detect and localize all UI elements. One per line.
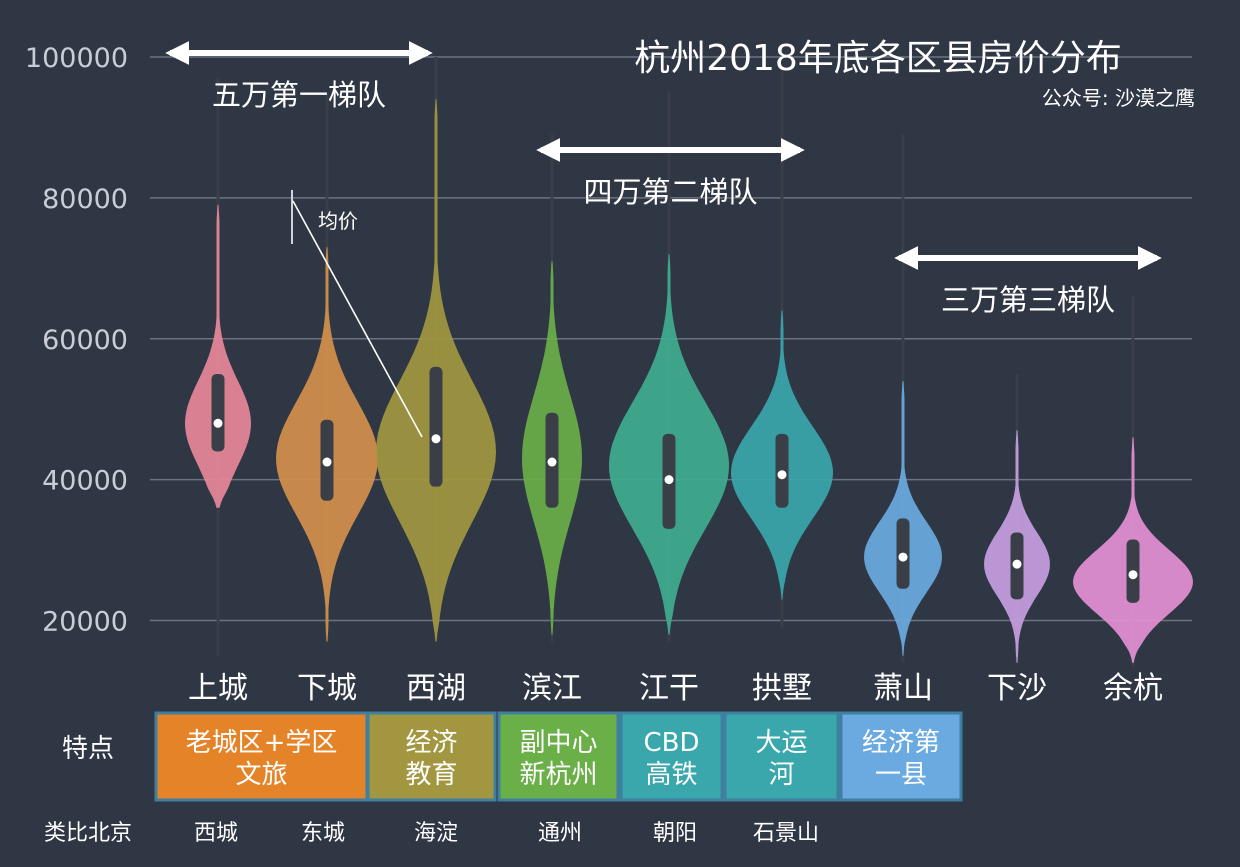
feature-text: CBD bbox=[643, 728, 699, 758]
y-tick-label: 40000 bbox=[42, 466, 128, 497]
feature-text: 经济 bbox=[405, 728, 457, 758]
feature-text: 经济第 bbox=[862, 728, 940, 758]
feature-text: 河 bbox=[768, 760, 794, 790]
y-axis-ticks: 20000 40000 60000 80000 100000 bbox=[25, 43, 128, 638]
violin-median-point bbox=[664, 475, 674, 485]
violin-median-point bbox=[213, 418, 223, 428]
feature-box: 大运河 bbox=[723, 711, 840, 802]
beijing-analog: 石景山 bbox=[753, 821, 819, 846]
tier-label: 五万第一梯队 bbox=[212, 78, 386, 112]
category-label-余杭: 余杭 bbox=[1103, 671, 1163, 706]
features-row-label: 特点 bbox=[62, 734, 114, 764]
tier-label: 三万第三梯队 bbox=[941, 283, 1115, 317]
violin-滨江 bbox=[522, 134, 582, 642]
beijing-analogy-row: 类比北京 西城 东城 海淀 通州 朝阳 石景山 bbox=[44, 821, 819, 846]
violin-median-point bbox=[547, 457, 557, 467]
beijing-analog: 通州 bbox=[538, 821, 582, 846]
category-label-拱墅: 拱墅 bbox=[752, 671, 812, 706]
y-tick-label: 100000 bbox=[25, 43, 128, 74]
category-label-下沙: 下沙 bbox=[987, 671, 1047, 706]
violin-median-point bbox=[898, 552, 908, 562]
violin-median-point bbox=[431, 434, 441, 444]
violin-西湖 bbox=[376, 57, 496, 642]
beijing-analog: 朝阳 bbox=[653, 821, 697, 846]
violin-下沙 bbox=[984, 373, 1050, 663]
violin-median-point bbox=[1128, 570, 1138, 580]
violin-拱墅 bbox=[731, 71, 833, 628]
y-tick-label: 20000 bbox=[42, 607, 128, 638]
feature-text: 教育 bbox=[405, 760, 457, 790]
violin-iqr-box bbox=[211, 373, 225, 452]
annotation-text: 均价 bbox=[318, 209, 358, 233]
tier-label: 四万第二梯队 bbox=[583, 175, 757, 209]
violin-body bbox=[185, 204, 251, 508]
violin-余杭 bbox=[1073, 296, 1193, 667]
feature-text: 新杭州 bbox=[519, 760, 597, 790]
y-tick-label: 80000 bbox=[42, 184, 128, 215]
violin-下城 bbox=[276, 92, 378, 642]
beijing-analog: 海淀 bbox=[414, 821, 458, 846]
category-label-上城: 上城 bbox=[188, 671, 248, 706]
feature-text: 文旅 bbox=[235, 760, 287, 790]
feature-box-bg bbox=[839, 711, 963, 802]
category-label-滨江: 滨江 bbox=[522, 671, 582, 706]
feature-box-bg bbox=[723, 711, 840, 802]
feature-text: 一县 bbox=[875, 760, 927, 790]
category-label-江干: 江干 bbox=[639, 671, 699, 706]
category-label-下城: 下城 bbox=[297, 671, 357, 706]
violins bbox=[185, 57, 1193, 667]
violin-萧山 bbox=[864, 134, 942, 663]
beijing-analog: 东城 bbox=[301, 821, 345, 846]
mean-annotation: 均价 bbox=[291, 190, 423, 438]
violin-median-point bbox=[777, 470, 787, 480]
violin-上城 bbox=[185, 78, 251, 656]
category-labels: 上城 下城 西湖 滨江 江干 拱墅 萧山 下沙 余杭 bbox=[188, 671, 1163, 706]
violin-median-point bbox=[1012, 559, 1022, 569]
beijing-row-label: 类比北京 bbox=[44, 821, 132, 846]
feature-text: 副中心 bbox=[519, 728, 597, 758]
chart-subtitle: 公众号: 沙漠之鹰 bbox=[1042, 86, 1195, 110]
feature-text: 高铁 bbox=[645, 760, 697, 790]
violin-body bbox=[864, 381, 942, 656]
feature-text: 老城区+学区 bbox=[186, 728, 338, 758]
feature-text: 大运 bbox=[755, 728, 807, 758]
category-label-西湖: 西湖 bbox=[406, 671, 466, 706]
feature-box-bg bbox=[619, 711, 724, 802]
feature-box-bg bbox=[366, 711, 497, 802]
violin-江干 bbox=[609, 92, 729, 642]
category-label-萧山: 萧山 bbox=[873, 671, 933, 706]
feature-box-bg bbox=[497, 711, 620, 802]
violin-median-point bbox=[322, 457, 332, 467]
chart-title: 杭州2018年底各区县房价分布 bbox=[634, 38, 1122, 79]
annotation-pointer bbox=[292, 200, 423, 438]
beijing-analog: 西城 bbox=[194, 821, 238, 846]
violin-iqr-box bbox=[429, 366, 443, 487]
y-tick-label: 60000 bbox=[42, 325, 128, 356]
